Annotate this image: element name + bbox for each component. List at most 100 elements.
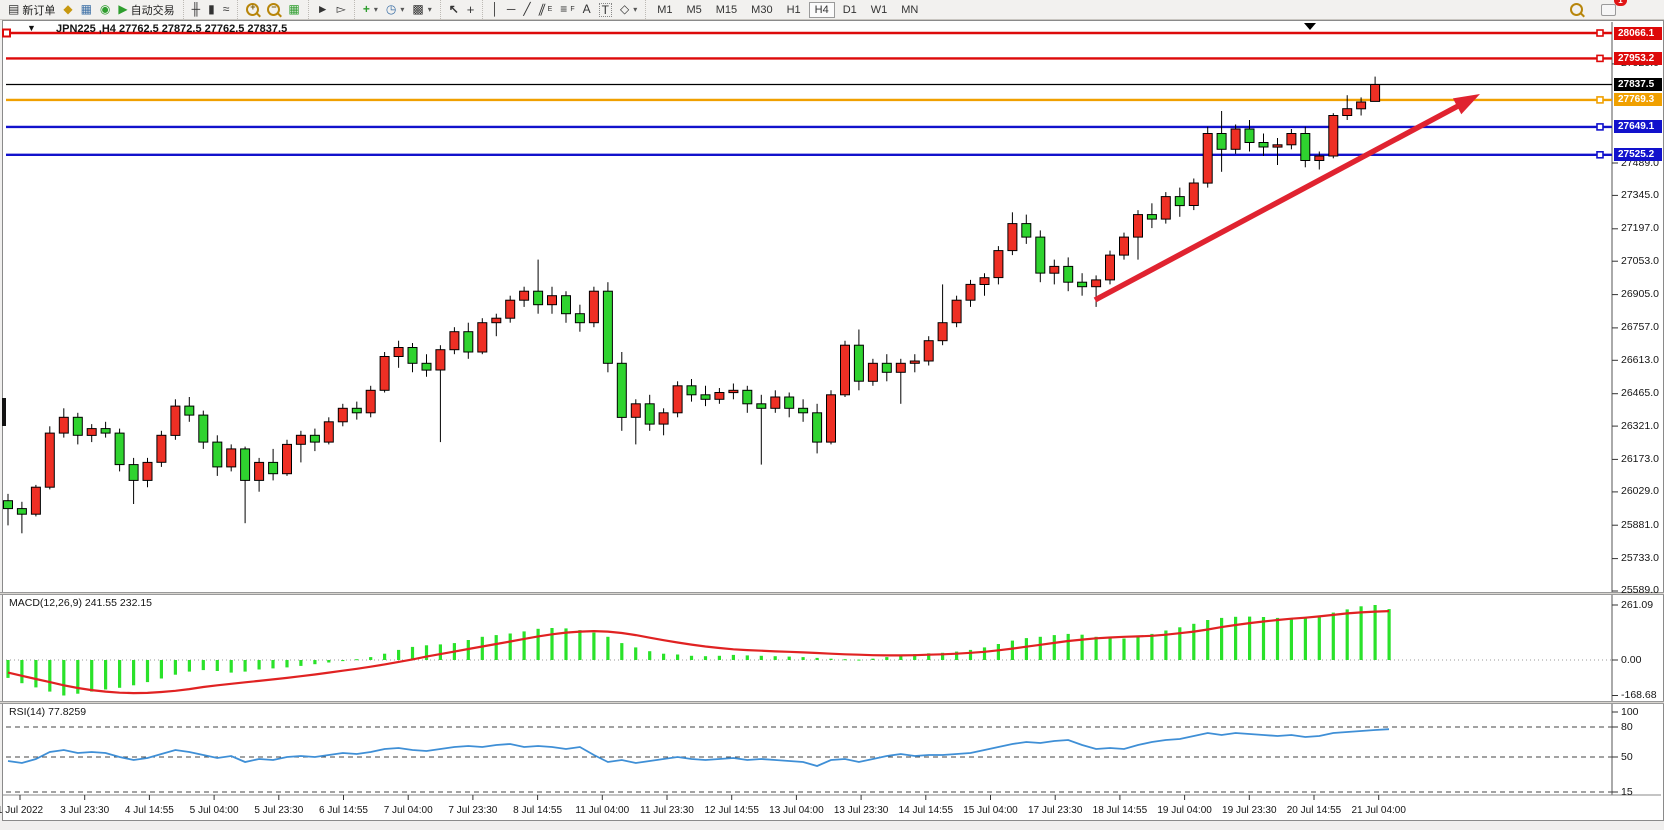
panel-splitter[interactable]	[0, 701, 1664, 704]
chart-title: JPN225 ,H4 27762.5 27872.5 27762.5 27837…	[56, 23, 288, 35]
time-tick-label: 14 Jul 14:55	[898, 805, 954, 816]
price-tick-label: 26613.0	[1621, 353, 1659, 366]
time-tick-label: 19 Jul 04:00	[1157, 805, 1212, 816]
fibonacci-tool[interactable]: ≡ F	[560, 2, 575, 16]
trendline-icon: ╱	[523, 2, 531, 16]
time-tick-label: 21 Jul 04:00	[1351, 805, 1406, 816]
rsi-axis-label: 50	[1621, 750, 1633, 763]
text-tool[interactable]: A	[579, 1, 595, 18]
timeframe-M15[interactable]: M15	[715, 3, 738, 16]
auto-scroll-icon: ►	[316, 2, 329, 16]
time-tick-label: 5 Jul 04:00	[189, 805, 239, 816]
insert-group: + ▾ ◷ ▾ ▩ ▾	[353, 0, 440, 19]
arrows-icon: ◇	[619, 2, 630, 16]
trade-group: ▤ 新订单 ◆ ▦ ◉ ▶ 自动交易	[0, 0, 183, 19]
auto-trading-icon: ▶	[118, 2, 128, 16]
time-tick-label: 20 Jul 14:55	[1286, 805, 1342, 816]
timeframe-W1[interactable]: W1	[870, 3, 888, 16]
arrows-tool[interactable]: ◇ ▾	[616, 1, 641, 18]
timeframe-group: M1 M5 M15 M30 H1 H4 D1 W1 MN	[645, 0, 929, 19]
tile-windows-icon: ▦	[288, 2, 300, 16]
text-icon: A	[582, 2, 591, 16]
bar-chart-mode-button[interactable]: ╫	[188, 1, 205, 18]
time-tick-label: 17 Jul 23:30	[1027, 805, 1083, 816]
indicators-button[interactable]: + ▾	[359, 1, 382, 18]
price-tick-label: 26321.0	[1621, 419, 1659, 432]
crosshair-tool-button[interactable]: +	[463, 1, 479, 18]
notifications-button[interactable]: 1	[1597, 0, 1627, 18]
price-tick-label: 25733.0	[1621, 552, 1659, 565]
new-order-button[interactable]: ▤ 新订单	[4, 1, 59, 18]
zoom-out-button[interactable]: −	[263, 1, 284, 18]
price-tick-label: 27053.0	[1621, 254, 1659, 267]
symbol-search-button[interactable]	[1566, 1, 1587, 18]
line-chart-icon: ≈	[222, 2, 230, 16]
periods-button[interactable]: ◷ ▾	[382, 1, 409, 18]
template-chart-icon: ▩	[412, 2, 424, 16]
charts-window-button[interactable]: ▦	[77, 1, 96, 18]
chart-shift-button[interactable]: ▻	[333, 1, 350, 18]
price-tick-label: 27345.0	[1621, 188, 1659, 201]
timeframe-MN[interactable]: MN	[901, 3, 919, 16]
timeframe-H4[interactable]: H4	[808, 1, 835, 18]
time-tick-label: 5 Jul 23:30	[254, 805, 304, 816]
chat-icon	[1601, 3, 1616, 16]
chart-window-icon: ▦	[80, 2, 92, 16]
time-tick-label: 3 Jul 23:30	[60, 805, 110, 816]
signal-icon: ◉	[99, 2, 111, 16]
price-tick-label: 27197.0	[1621, 222, 1659, 235]
price-tick-label: 26757.0	[1621, 321, 1659, 334]
timeframe-M5[interactable]: M5	[686, 3, 702, 16]
timeframe-H1[interactable]: H1	[786, 3, 801, 16]
time-tick-label: 6 Jul 14:55	[319, 805, 368, 816]
timeframe-M30[interactable]: M30	[751, 3, 773, 16]
price-tick-label: 26029.0	[1621, 485, 1659, 498]
time-tick-label: 13 Jul 23:30	[833, 805, 889, 816]
timeframe-M1[interactable]: M1	[657, 3, 673, 16]
auto-trading-button[interactable]: ▶ 自动交易	[114, 1, 178, 18]
new-order-icon: ▤	[8, 2, 20, 16]
channel-tool[interactable]: ∥ E	[536, 2, 553, 16]
candlestick-mode-button[interactable]: ▮	[204, 1, 219, 18]
rsi-axis-label: 15	[1621, 785, 1633, 798]
chart-mode-group: ╫ ▮ ≈	[182, 0, 238, 19]
cursor-group: ↖ +	[439, 0, 483, 19]
zoom-in-button[interactable]: +	[242, 1, 263, 18]
price-tick-label: 25881.0	[1621, 518, 1659, 531]
trendline-tool[interactable]: ╱	[519, 1, 534, 18]
tile-windows-button[interactable]: ▦	[284, 1, 303, 18]
panel-splitter[interactable]	[0, 592, 1664, 595]
vertical-line-tool[interactable]: │	[487, 1, 503, 18]
time-tick-label: 13 Jul 04:00	[769, 805, 824, 816]
dropdown-arrow-icon: ▾	[633, 5, 638, 14]
search-icon	[1570, 3, 1583, 16]
market-watch-button[interactable]: ◆	[59, 1, 76, 18]
notification-badge: 1	[1614, 0, 1627, 6]
text-label-icon: T	[598, 2, 612, 17]
line-chart-mode-button[interactable]: ≈	[219, 1, 234, 18]
signals-button[interactable]: ◉	[96, 1, 114, 18]
macd-axis-label: 0.00	[1621, 653, 1642, 666]
templates-button[interactable]: ▩ ▾	[408, 1, 435, 18]
toolbar-right-icons: 1	[1566, 0, 1627, 19]
text-label-tool[interactable]: T	[595, 1, 616, 18]
one-click-trading-toggle[interactable]: ▼	[27, 23, 36, 33]
time-tick-label: 7 Jul 04:00	[383, 805, 433, 816]
vertical-line-icon: │	[491, 2, 499, 16]
dropdown-arrow-icon: ▾	[427, 5, 432, 14]
dropdown-arrow-icon: ▾	[373, 5, 378, 14]
add-indicator-icon: +	[362, 2, 370, 16]
cursor-tool-button[interactable]: ↖	[445, 1, 463, 18]
objects-group: │ ─ ╱ ∥ E ≡ F A T ◇ ▾	[482, 0, 645, 19]
equidistant-channel-icon: ∥	[536, 2, 548, 16]
auto-scroll-button[interactable]: ►	[313, 1, 333, 18]
time-tick-label: 1 Jul 2022	[0, 805, 44, 816]
time-tick-label: 8 Jul 14:55	[513, 805, 563, 816]
rsi-label: RSI(14) 77.8259	[9, 706, 87, 718]
price-level-badge: 27837.5	[1614, 77, 1662, 91]
zoom-group: + − ▦	[237, 0, 307, 19]
timeframe-D1[interactable]: D1	[842, 3, 857, 16]
horizontal-line-tool[interactable]: ─	[503, 1, 520, 18]
time-tick-label: 11 Jul 04:00	[575, 805, 630, 816]
price-level-badge: 27953.2	[1614, 51, 1662, 65]
